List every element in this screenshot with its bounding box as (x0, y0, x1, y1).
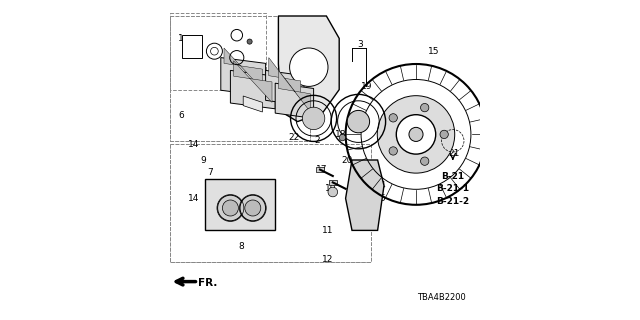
Polygon shape (346, 160, 384, 230)
Circle shape (396, 115, 436, 154)
Polygon shape (329, 180, 337, 185)
Polygon shape (234, 61, 272, 102)
Polygon shape (275, 83, 314, 118)
Circle shape (290, 48, 328, 86)
Text: 13: 13 (349, 188, 361, 196)
Text: 18: 18 (335, 130, 346, 139)
Text: 15: 15 (428, 47, 439, 56)
Text: B-21: B-21 (441, 172, 465, 180)
Polygon shape (221, 58, 266, 96)
Text: 16: 16 (301, 24, 313, 33)
Text: 22: 22 (289, 133, 300, 142)
Text: 19: 19 (361, 82, 372, 91)
Circle shape (440, 130, 449, 139)
Text: TBA4B2200: TBA4B2200 (417, 293, 466, 302)
Circle shape (247, 39, 252, 44)
Text: 9: 9 (200, 156, 206, 164)
Circle shape (245, 200, 261, 216)
Polygon shape (243, 96, 262, 112)
Text: 4: 4 (380, 181, 385, 190)
Text: 1: 1 (178, 34, 184, 43)
Polygon shape (278, 70, 310, 112)
Circle shape (389, 147, 397, 155)
Polygon shape (316, 167, 324, 172)
Circle shape (389, 114, 397, 122)
Text: 6: 6 (178, 111, 184, 120)
Text: 8: 8 (239, 242, 244, 251)
Text: FR.: FR. (198, 278, 218, 288)
Text: 12: 12 (323, 255, 333, 264)
Circle shape (223, 200, 239, 216)
Circle shape (339, 134, 346, 141)
Polygon shape (269, 58, 301, 99)
Text: 5: 5 (380, 194, 385, 203)
Text: 14: 14 (188, 140, 199, 148)
Polygon shape (278, 16, 339, 122)
Polygon shape (205, 179, 275, 230)
Circle shape (303, 107, 325, 130)
Text: 14: 14 (188, 194, 199, 203)
Circle shape (240, 195, 266, 221)
Circle shape (420, 157, 429, 165)
Circle shape (378, 96, 455, 173)
Text: 2: 2 (314, 136, 319, 145)
Text: 11: 11 (323, 226, 333, 235)
Text: 7: 7 (207, 168, 212, 177)
Polygon shape (224, 48, 262, 90)
Polygon shape (266, 70, 304, 106)
Circle shape (420, 103, 429, 112)
Circle shape (218, 195, 243, 221)
Text: 3: 3 (357, 40, 363, 49)
Text: B-21-1: B-21-1 (436, 184, 469, 193)
Bar (182, 35, 202, 58)
Circle shape (328, 187, 338, 197)
Polygon shape (230, 70, 275, 109)
Circle shape (409, 127, 423, 141)
Circle shape (347, 110, 370, 133)
Text: 10: 10 (326, 184, 337, 193)
Text: 20: 20 (342, 156, 353, 164)
Text: 17: 17 (316, 165, 327, 174)
Text: 21: 21 (449, 149, 460, 158)
Text: B-21-2: B-21-2 (436, 197, 469, 206)
